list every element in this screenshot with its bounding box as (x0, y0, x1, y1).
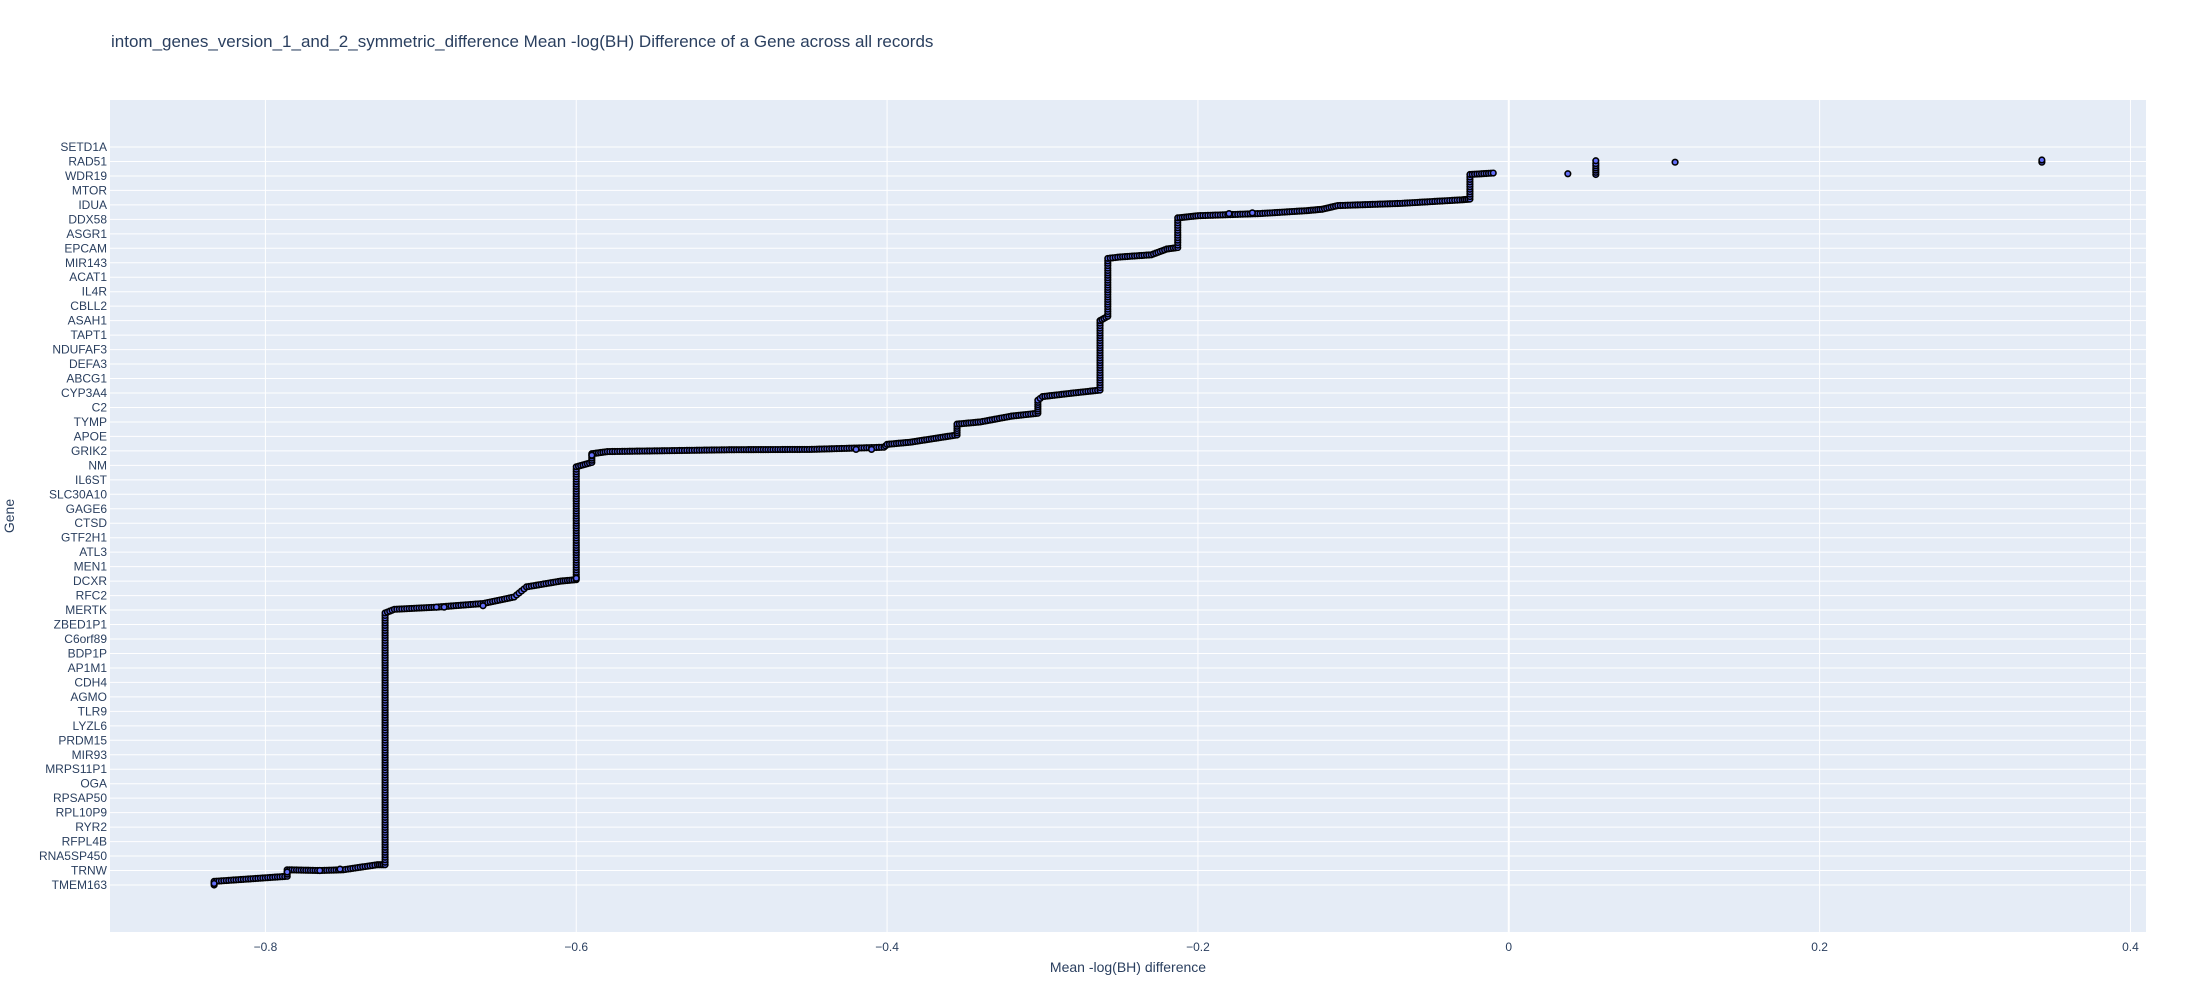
y-tick-label: RPL10P9 (56, 806, 108, 820)
y-tick-label: RAD51 (68, 154, 107, 168)
y-tick-label: CBLL2 (70, 299, 107, 313)
y-tick-label: WDR19 (65, 169, 107, 183)
x-axis-title: Mean -log(BH) difference (1050, 959, 1206, 975)
data-point (588, 451, 596, 459)
y-tick-label: IL4R (82, 285, 108, 299)
x-tick-label: −0.4 (875, 940, 899, 954)
data-point (210, 879, 218, 888)
data-point (1671, 158, 1679, 166)
data-point (316, 866, 324, 875)
x-tick-label: −0.6 (564, 940, 588, 954)
y-tick-label: SETD1A (60, 140, 107, 154)
y-tick-label: ABCG1 (66, 372, 107, 386)
x-tick-labels: −0.8 −0.6 −0.4 −0.2 0 0.2 0.4 (254, 940, 2140, 954)
data-point (283, 868, 291, 876)
y-tick-label: ATL3 (79, 545, 107, 559)
y-tick-label: OGA (80, 777, 107, 791)
y-tick-label: AP1M1 (68, 661, 108, 675)
y-tick-label: DEFA3 (69, 357, 107, 371)
data-point (2038, 156, 2046, 164)
y-tick-label: RPSAP50 (53, 791, 107, 805)
y-tick-label: NDUFAF3 (52, 343, 107, 357)
y-tick-label: TRNW (71, 864, 108, 878)
data-points (210, 156, 2046, 889)
y-tick-label: TLR9 (78, 704, 108, 718)
plot-background (110, 100, 2146, 932)
x-tick-label: 0.2 (1811, 940, 1828, 954)
y-tick-label: CDH4 (74, 675, 107, 689)
x-tick-label: −0.2 (1186, 940, 1210, 954)
x-gridlines (264, 100, 2131, 932)
y-tick-label: MRPS11P1 (45, 762, 107, 776)
x-tick-label: 0 (1505, 940, 1512, 954)
y-tick-label: ACAT1 (69, 270, 107, 284)
y-tick-labels: TMEM163TRNWRNA5SP450RFPL4BRYR2RPL10P9RPS… (39, 140, 108, 892)
y-tick-label: MTOR (72, 183, 107, 197)
data-point (867, 445, 876, 454)
y-tick-label: APOE (74, 429, 107, 443)
y-tick-label: RNA5SP450 (39, 849, 107, 863)
chart-title: intom_genes_version_1_and_2_symmetric_di… (111, 32, 934, 51)
y-tick-label: C6orf89 (64, 632, 107, 646)
data-point (1564, 170, 1572, 178)
y-tick-label: MEN1 (74, 560, 108, 574)
y-tick-label: MERTK (65, 603, 107, 617)
y-tick-label: DDX58 (68, 212, 107, 226)
y-tick-label: RYR2 (75, 820, 107, 834)
y-tick-label: PRDM15 (58, 733, 107, 747)
data-point (1489, 169, 1497, 177)
y-tick-label: ASGR1 (66, 227, 107, 241)
x-tick-label: −0.8 (254, 940, 278, 954)
x-tick-label: 0.4 (2122, 940, 2139, 954)
y-tick-label: GAGE6 (66, 502, 108, 516)
y-tick-label: NM (88, 458, 107, 472)
data-point (1592, 157, 1600, 165)
y-tick-label: IL6ST (75, 473, 108, 487)
y-tick-label: EPCAM (64, 241, 107, 255)
y-tick-label: GTF2H1 (61, 531, 107, 545)
data-point (336, 865, 344, 873)
y-tick-label: BDP1P (68, 646, 107, 660)
data-point (432, 603, 440, 611)
y-tick-label: CTSD (74, 516, 107, 530)
y-tick-label: IDUA (78, 198, 107, 212)
y-tick-label: LYZL6 (73, 719, 108, 733)
data-point (440, 603, 448, 611)
data-point (1248, 209, 1256, 217)
y-tick-label: CYP3A4 (61, 386, 107, 400)
y-tick-label: RFPL4B (62, 835, 107, 849)
data-point (852, 445, 860, 454)
data-point (479, 602, 487, 610)
y-tick-label: ZBED1P1 (54, 618, 108, 632)
y-tick-label: TYMP (74, 415, 107, 429)
y-tick-label: DCXR (73, 574, 107, 588)
y-tick-label: TAPT1 (71, 328, 108, 342)
y-tick-label: AGMO (70, 690, 107, 704)
data-point (1225, 209, 1233, 218)
y-tick-label: MIR143 (65, 256, 107, 270)
y-tick-label: RFC2 (76, 589, 108, 603)
y-tick-label: C2 (92, 400, 108, 414)
y-tick-label: TMEM163 (52, 878, 108, 892)
y-tick-label: GRIK2 (71, 444, 107, 458)
y-tick-label: ASAH1 (68, 314, 108, 328)
y-tick-label: SLC30A10 (49, 487, 107, 501)
y-axis-title: Gene (1, 499, 17, 533)
y-tick-label: MIR93 (72, 748, 108, 762)
data-point (572, 574, 580, 582)
y-gridlines (110, 146, 2146, 886)
